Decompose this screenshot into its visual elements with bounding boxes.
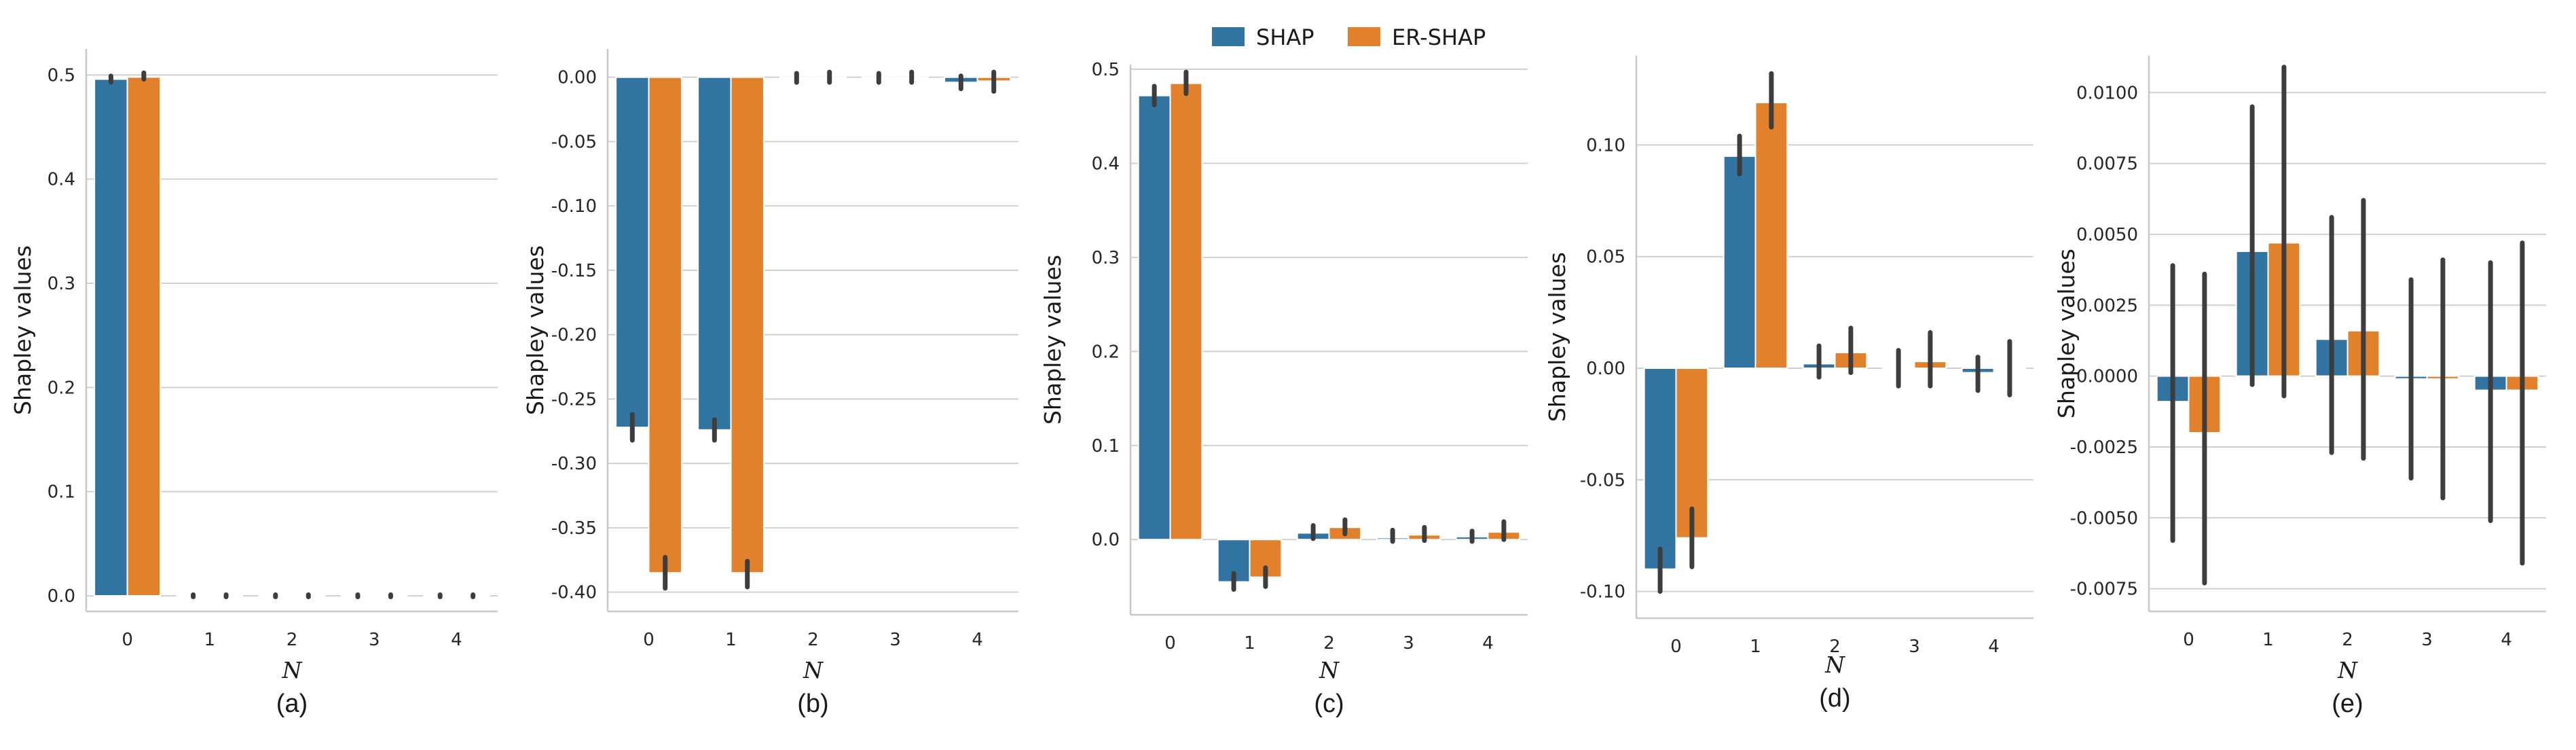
x-tick-label: 4 xyxy=(451,630,462,650)
x-axis-label: N xyxy=(803,657,824,683)
y-tick-label: 0.0 xyxy=(48,586,75,607)
panel-caption: (d) xyxy=(1819,684,1850,713)
x-tick-label: 0 xyxy=(2183,630,2194,650)
bar-er-shap-0 xyxy=(126,76,162,596)
x-tick-label: 0 xyxy=(1670,637,1682,657)
y-tick-label: 0.0000 xyxy=(2076,367,2138,387)
x-axis-label: N xyxy=(1319,657,1340,683)
y-tick-label: 0.4 xyxy=(1092,154,1120,174)
x-tick-label: 1 xyxy=(725,630,737,650)
bar-shap-0 xyxy=(615,76,650,429)
y-tick-label: 0.10 xyxy=(1586,135,1625,156)
panel-caption: (e) xyxy=(2332,690,2363,718)
bar-shap-1 xyxy=(697,76,732,431)
panel-b: 0.00 -0.05 -0.10 -0.15 -0.20 -0.25 -0.30 -0.35 -… xyxy=(522,49,1018,718)
y-tick-label: 0.3 xyxy=(1092,248,1120,268)
y-tick-label: -0.35 xyxy=(551,518,597,539)
y-axis-label: Shapley values xyxy=(1544,252,1570,422)
y-tick-label: 0.5 xyxy=(48,65,75,86)
legend-swatch-er-shap xyxy=(1348,27,1380,46)
x-tick-label: 1 xyxy=(204,630,216,650)
bar-er-shap-1 xyxy=(1754,102,1788,369)
y-tick-label: 0.0075 xyxy=(2076,154,2138,175)
x-tick-label: 3 xyxy=(369,630,380,650)
y-tick-label: 0.00 xyxy=(557,68,597,88)
y-tick-label: -0.10 xyxy=(551,196,597,217)
y-tick-label: 0.0 xyxy=(1092,530,1120,550)
y-tick-label: 0.1 xyxy=(48,482,75,503)
y-tick-label: -0.0025 xyxy=(2070,438,2138,458)
bar-er-shap-1 xyxy=(730,76,765,574)
y-axis-label: Shapley values xyxy=(10,245,36,415)
bar-er-shap-0 xyxy=(1169,82,1203,541)
y-tick-label: 0.0050 xyxy=(2076,225,2138,245)
y-tick-label: -0.05 xyxy=(551,132,597,152)
x-tick-label: 2 xyxy=(2342,630,2353,650)
bar-shap-0 xyxy=(94,78,128,596)
y-tick-label: -0.05 xyxy=(1580,470,1625,490)
x-tick-label: 3 xyxy=(2421,630,2433,650)
panel-caption: (b) xyxy=(797,690,828,718)
y-axis-label: Shapley values xyxy=(1039,255,1066,425)
x-tick-label: 2 xyxy=(807,630,819,650)
x-tick-label: 1 xyxy=(2262,630,2274,650)
bar-shap-1 xyxy=(1723,155,1756,369)
y-tick-label: 0.2 xyxy=(1092,342,1120,362)
panel-caption: (a) xyxy=(276,690,308,718)
y-tick-label: 0.2 xyxy=(48,378,75,398)
y-tick-label: 0.4 xyxy=(48,170,75,190)
y-tick-label: 0.1 xyxy=(1092,436,1120,457)
y-tick-label: 0.05 xyxy=(1586,247,1625,268)
legend-label-shap: SHAP xyxy=(1256,24,1314,50)
panel-caption: (c) xyxy=(1314,690,1344,718)
y-tick-label: -0.0075 xyxy=(2070,579,2138,600)
x-tick-label: 4 xyxy=(1482,633,1494,654)
x-tick-label: 1 xyxy=(1244,633,1255,654)
x-tick-label: 4 xyxy=(972,630,983,650)
y-tick-label: 0.0025 xyxy=(2076,296,2138,316)
legend-label-er-shap: ER-SHAP xyxy=(1392,24,1486,50)
x-tick-label: 0 xyxy=(1164,633,1176,654)
x-tick-label: 3 xyxy=(1909,637,1920,657)
y-tick-label: -0.30 xyxy=(551,454,597,474)
y-axis-label: Shapley values xyxy=(2053,249,2080,418)
y-tick-label: 0.0100 xyxy=(2076,83,2138,103)
panel-d: -0.10 -0.05 0.00 0.05 0.10 0 1 2 3 4 Shapley value… xyxy=(1544,56,2034,713)
x-axis-label: N xyxy=(282,657,303,683)
legend-swatch-shap xyxy=(1212,27,1245,46)
y-tick-label: -0.20 xyxy=(551,325,597,346)
legend: SHAP ER-SHAP xyxy=(1212,24,1486,50)
x-tick-label: 2 xyxy=(1829,637,1841,657)
y-tick-label: -0.0050 xyxy=(2070,508,2138,529)
y-tick-label: -0.25 xyxy=(551,389,597,410)
y-axis-label: Shapley values xyxy=(522,245,549,415)
bar-shap-0 xyxy=(1137,94,1171,541)
x-tick-label: 2 xyxy=(1323,633,1335,654)
bar-er-shap-0 xyxy=(648,76,682,574)
x-tick-label: 1 xyxy=(1750,637,1761,657)
x-tick-label: 3 xyxy=(1403,633,1414,654)
y-tick-label: -0.10 xyxy=(1580,582,1625,603)
x-tick-label: 0 xyxy=(122,630,133,650)
x-tick-label: 3 xyxy=(889,630,901,650)
panel-a: 0.0 0.1 0.2 0.3 0.4 0.5 0 1 2 3 4 Shapley values N (a… xyxy=(10,49,498,718)
y-tick-label: 0.3 xyxy=(48,274,75,294)
x-axis-label: N xyxy=(1824,651,1845,678)
x-axis-label: N xyxy=(2337,657,2358,683)
x-tick-label: 0 xyxy=(643,630,655,650)
panel-c: 0.0 0.1 0.2 0.3 0.4 0.5 0 1 2 3 4 Shapley values N (c… xyxy=(1039,60,1528,718)
x-tick-label: 4 xyxy=(2501,630,2512,650)
y-tick-label: -0.15 xyxy=(551,261,597,281)
bar-shap-0 xyxy=(1643,368,1677,570)
x-tick-label: 4 xyxy=(1988,637,2000,657)
y-tick-label: 0.5 xyxy=(1092,60,1120,80)
y-tick-label: -0.40 xyxy=(551,583,597,603)
panel-e: -0.0075 -0.0050 -0.0025 0.0000 0.0025 0.0050 0… xyxy=(2053,56,2546,718)
y-tick-label: 0.00 xyxy=(1586,359,1625,379)
x-tick-label: 2 xyxy=(287,630,298,650)
